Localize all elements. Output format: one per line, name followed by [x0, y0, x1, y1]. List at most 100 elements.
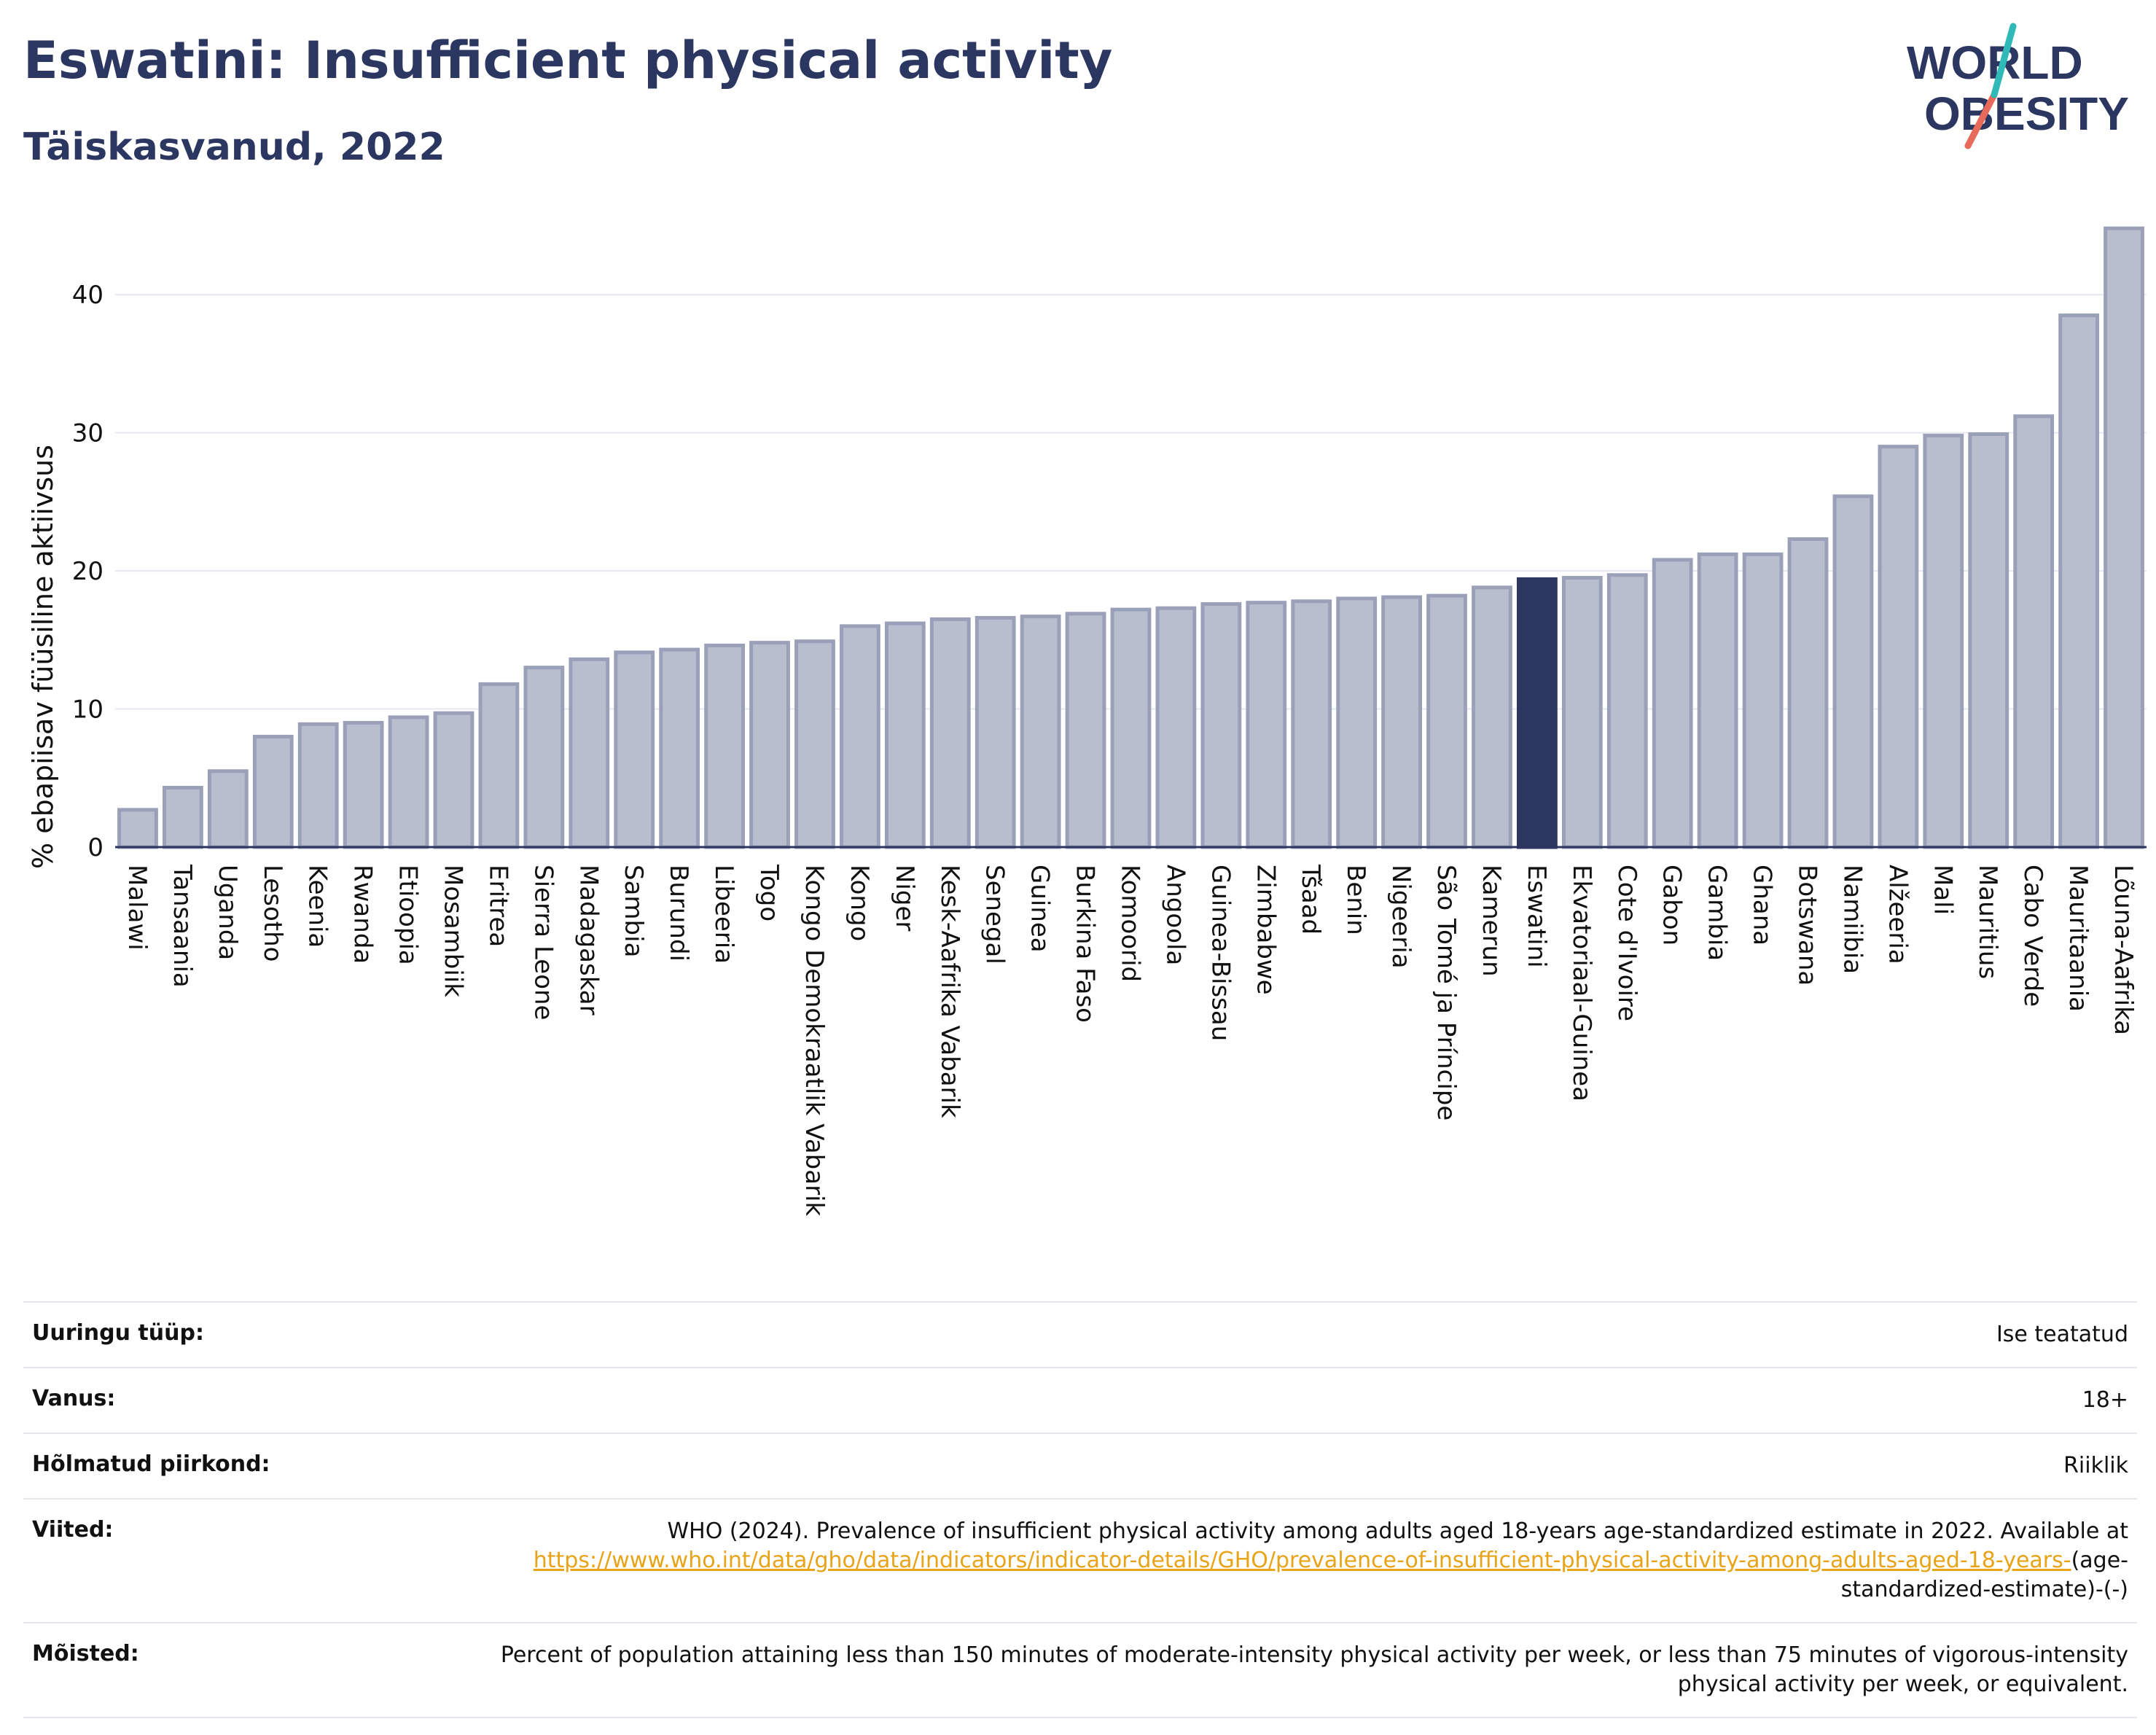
bar	[1291, 599, 1332, 849]
x-category-label: Benin	[1341, 865, 1370, 935]
bar	[1336, 596, 1378, 849]
x-category-label: Guinea-Bissau	[1206, 865, 1235, 1041]
bar	[884, 621, 926, 849]
x-category-label: Tšaad	[1296, 864, 1325, 935]
x-category-label: Mauritius	[1973, 865, 2002, 979]
y-axis-label: % ebapiisav füüsiline aktiivsus	[27, 445, 59, 869]
x-category-label: Etioopia	[394, 865, 423, 965]
bar	[1246, 601, 1287, 849]
x-category-label: Lesotho	[258, 865, 287, 962]
x-category-label: Sierra Leone	[528, 865, 558, 1020]
y-tick-labels: 0 10 20 30 40	[72, 281, 103, 862]
bar	[1697, 552, 1738, 849]
bar	[1110, 607, 1152, 849]
bar	[614, 650, 655, 849]
info-value: Ise teatatud	[478, 1301, 2137, 1368]
world-obesity-logo: WORLD OBESITY	[1907, 23, 2129, 149]
reference-text: WHO (2024). Prevalence of insufficient p…	[667, 1518, 2128, 1544]
bar	[2104, 226, 2144, 849]
bar	[1381, 595, 1422, 849]
x-category-label: Kesk-Aafrika Vabarik	[935, 865, 964, 1118]
bar	[252, 734, 294, 849]
x-category-label: Mali	[1928, 865, 1957, 915]
x-category-label: Burundi	[664, 865, 693, 962]
x-category-label: Cote d'Ivoire	[1612, 865, 1641, 1021]
x-category-label: Eswatini	[1522, 865, 1551, 968]
x-category-label: Uganda	[213, 865, 242, 960]
bar	[704, 643, 745, 849]
bar	[1923, 433, 1964, 849]
bar	[523, 666, 565, 849]
bar	[569, 657, 610, 849]
x-category-label: Mosambiik	[439, 865, 468, 997]
bar	[1065, 612, 1106, 849]
bar	[163, 786, 203, 849]
info-key: Uuringu tüüp:	[23, 1301, 478, 1368]
bar	[794, 639, 835, 849]
reference-suffix: (age-standardized-estimate)-(-)	[1840, 1548, 2128, 1602]
x-category-label: Senegal	[980, 865, 1009, 964]
bar	[478, 682, 520, 849]
x-category-label: Togo	[754, 864, 784, 921]
bar	[659, 647, 700, 849]
bar	[1652, 558, 1693, 849]
x-category-label: Gambia	[1703, 865, 1732, 961]
x-category-label: Rwanda	[348, 865, 378, 964]
x-category-label: Madagaskar	[574, 865, 603, 1015]
y-tick-label: 40	[72, 281, 103, 310]
x-category-label: Namiibia	[1837, 865, 1867, 974]
bar	[343, 720, 384, 849]
bar	[1561, 576, 1603, 849]
x-category-label: Zimbabwe	[1251, 865, 1280, 995]
x-category-label: Niger	[890, 865, 919, 931]
bar	[1742, 552, 1784, 849]
x-category-label: Botswana	[1793, 865, 1822, 986]
info-value: Percent of population attaining less tha…	[478, 1622, 2137, 1718]
bar-highlighted	[1517, 577, 1558, 849]
bar	[1472, 585, 1512, 849]
x-category-label: Eritrea	[483, 865, 512, 947]
x-category-label: Guinea	[1026, 865, 1055, 953]
bar	[2013, 414, 2055, 849]
x-category-label: Kongo Demokraatlik Vabarik	[800, 865, 829, 1217]
y-tick-label: 10	[72, 695, 103, 725]
bar	[1020, 615, 1061, 849]
logo-line2: OBESITY	[1924, 87, 2129, 140]
bar	[2058, 313, 2099, 849]
bar	[388, 715, 429, 849]
info-value: 18+	[478, 1367, 2137, 1433]
bar	[1832, 494, 1874, 849]
x-category-label: Komoorid	[1116, 865, 1145, 982]
info-row: Viited: WHO (2024). Prevalence of insuff…	[23, 1498, 2137, 1623]
x-category-label: Keenia	[303, 865, 332, 948]
y-tick-label: 20	[72, 557, 103, 586]
info-key: Viited:	[23, 1498, 478, 1623]
info-row: Mõisted: Percent of population attaining…	[23, 1622, 2137, 1718]
bar	[117, 808, 158, 849]
reference-link[interactable]: https://www.who.int/data/gho/data/indica…	[533, 1548, 2071, 1573]
x-category-label: Tansaania	[168, 864, 197, 988]
x-category-label: Alžeeria	[1883, 865, 1912, 964]
info-key: Mõisted:	[23, 1622, 478, 1718]
x-category-label: Burkina Faso	[1071, 865, 1100, 1023]
info-value: WHO (2024). Prevalence of insufficient p…	[478, 1498, 2137, 1623]
bar	[929, 617, 971, 849]
info-key: Hõlmatud piirkond:	[23, 1432, 478, 1499]
bar	[1968, 432, 2009, 849]
bar	[840, 624, 880, 849]
bar	[1606, 573, 1648, 849]
x-category-labels: Malawi Tansaania Uganda Lesotho Keenia Rwanda…	[122, 864, 2138, 1217]
x-category-label: Ghana	[1748, 865, 1777, 946]
page-title: Eswatini: Insufficient physical activity	[23, 31, 1113, 90]
info-table: Uuringu tüüp: Ise teatatud Vanus: 18+ Hõ…	[23, 1301, 2137, 1718]
x-category-label: Cabo Verde	[2018, 865, 2047, 1007]
bar-chart: 0 10 20 30 40 Malawi Tansaania Uganda Lesotho Ke…	[27, 226, 2147, 1217]
logo-line1: WORLD	[1907, 36, 2083, 89]
x-category-label: Kongo	[845, 865, 874, 941]
x-category-label: Gabon	[1657, 865, 1687, 946]
bar	[1787, 537, 1829, 849]
bar	[749, 641, 790, 849]
x-category-label: São Tomé ja Príncipe	[1432, 865, 1461, 1120]
info-value: Riiklik	[478, 1432, 2137, 1499]
logo-slash-teal	[1991, 23, 2017, 98]
